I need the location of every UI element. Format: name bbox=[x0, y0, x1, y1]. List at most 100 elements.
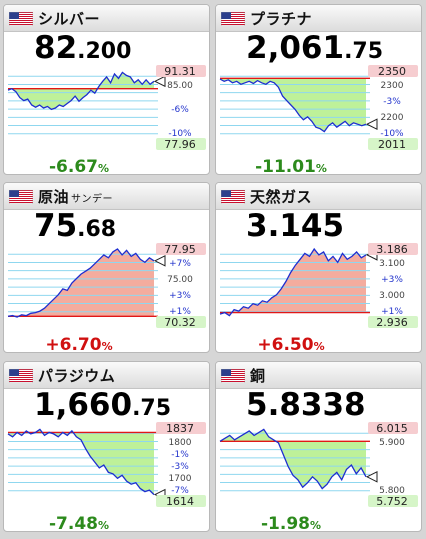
price-line bbox=[7, 71, 155, 111]
side-label: 3.100 bbox=[379, 259, 405, 269]
high-label-bg bbox=[368, 243, 418, 255]
price-line bbox=[219, 247, 367, 317]
change-percent: -1.98% bbox=[260, 514, 322, 532]
price-chart: 2350 2011 2300 -3% 2200 -10% bbox=[219, 65, 418, 151]
commodity-name: パラジウム bbox=[38, 367, 116, 385]
change-area bbox=[220, 78, 366, 132]
current-price-marker bbox=[365, 118, 378, 131]
side-label: 5.900 bbox=[379, 438, 405, 448]
price-chart: 6.015 5.752 5.900 5.800 bbox=[219, 422, 418, 508]
us-flag-icon bbox=[221, 12, 245, 26]
change-percent: +6.70% bbox=[45, 335, 113, 353]
change-percent: -11.01% bbox=[255, 157, 327, 175]
side-label: -3% bbox=[171, 462, 189, 472]
price-chart: 91.31 77.96 85.00 -6% -10% bbox=[7, 65, 206, 151]
side-label: -3% bbox=[383, 97, 401, 107]
high-label-bg bbox=[368, 422, 418, 434]
us-flag-icon bbox=[9, 190, 33, 204]
high-label: 3.186 bbox=[376, 243, 408, 256]
side-label: +3% bbox=[169, 291, 191, 301]
current-price: 82.200 bbox=[34, 30, 132, 66]
price-line bbox=[219, 428, 367, 490]
low-label-bg bbox=[156, 495, 206, 507]
current-price: 75.68 bbox=[34, 208, 117, 244]
quote-card-silver[interactable]: シルバー 82.200 91.31 77.96 85.00 -6% -10% -6.67… bbox=[3, 4, 210, 175]
side-label: +7% bbox=[169, 259, 191, 269]
side-label: -7% bbox=[171, 486, 189, 496]
low-label: 70.32 bbox=[164, 316, 196, 329]
card-header: シルバー bbox=[4, 5, 209, 32]
price-chart: 3.186 2.936 3.100 +3% 3.000 +1% bbox=[219, 243, 418, 329]
commodity-name: プラチナ bbox=[250, 10, 313, 28]
price-chart: 1837 1614 1800 -1% -3% 1700 -7% bbox=[7, 422, 206, 508]
commodity-name: シルバー bbox=[38, 10, 101, 28]
side-label: 5.800 bbox=[379, 486, 405, 496]
low-label: 2.936 bbox=[376, 316, 408, 329]
high-label-bg bbox=[156, 422, 206, 434]
card-header: プラチナ bbox=[216, 5, 421, 32]
side-label: -10% bbox=[380, 129, 404, 139]
high-label-bg bbox=[368, 65, 418, 77]
price-line bbox=[219, 78, 367, 133]
high-label: 6.015 bbox=[376, 422, 408, 435]
quote-card-crude-oil[interactable]: 原油 サンデー 75.68 77.95 70.32 +7% 75.00 +3% +1% +6… bbox=[3, 182, 210, 353]
current-price-marker bbox=[365, 470, 378, 483]
low-label: 77.96 bbox=[164, 138, 196, 151]
card-header: 銅 bbox=[216, 362, 421, 389]
change-percent: -6.67% bbox=[48, 157, 110, 175]
side-label: 2300 bbox=[381, 81, 404, 91]
high-label-bg bbox=[156, 65, 206, 77]
price-line bbox=[7, 248, 155, 318]
side-label: -1% bbox=[171, 450, 189, 460]
current-price: 3.145 bbox=[246, 208, 345, 244]
low-label-bg bbox=[368, 316, 418, 328]
current-price: 1,660.75 bbox=[34, 387, 172, 423]
quote-card-platinum[interactable]: プラチナ 2,061.75 2350 2011 2300 -3% 2200 -10% -1… bbox=[215, 4, 422, 175]
side-label: +1% bbox=[381, 307, 403, 317]
card-header: 天然ガス bbox=[216, 183, 421, 210]
side-label: 75.00 bbox=[167, 275, 193, 285]
card-header: 原油 サンデー bbox=[4, 183, 209, 210]
side-label: 2200 bbox=[381, 113, 404, 123]
price-line bbox=[7, 428, 155, 496]
side-label: -10% bbox=[168, 129, 192, 139]
us-flag-icon bbox=[221, 190, 245, 204]
low-label: 5.752 bbox=[376, 495, 408, 508]
card-header: パラジウム bbox=[4, 362, 209, 389]
high-label: 77.95 bbox=[164, 243, 196, 256]
current-price-marker bbox=[153, 254, 166, 267]
high-label: 2350 bbox=[378, 65, 406, 78]
quote-card-copper[interactable]: 銅 5.8338 6.015 5.752 5.900 5.800 -1.98% bbox=[215, 361, 422, 532]
side-label: +1% bbox=[169, 307, 191, 317]
current-price-marker bbox=[153, 75, 166, 88]
side-label: 85.00 bbox=[167, 81, 193, 91]
change-area bbox=[8, 429, 154, 495]
high-label-bg bbox=[156, 243, 206, 255]
low-label-bg bbox=[368, 138, 418, 150]
low-label: 1614 bbox=[166, 495, 194, 508]
commodity-name: 天然ガス bbox=[250, 188, 313, 206]
low-label: 2011 bbox=[378, 138, 406, 151]
commodity-name: 銅 bbox=[250, 367, 266, 385]
side-label: 3.000 bbox=[379, 291, 405, 301]
side-label: +3% bbox=[381, 275, 403, 285]
change-area bbox=[220, 429, 366, 489]
change-area bbox=[8, 249, 154, 317]
us-flag-icon bbox=[9, 12, 33, 26]
current-price: 5.8338 bbox=[246, 387, 366, 423]
change-percent: +6.50% bbox=[257, 335, 325, 353]
commodity-name: 原油 サンデー bbox=[38, 188, 114, 206]
high-label: 91.31 bbox=[164, 65, 196, 78]
current-price: 2,061.75 bbox=[246, 30, 384, 66]
low-label-bg bbox=[156, 138, 206, 150]
side-label: 1700 bbox=[169, 474, 192, 484]
quote-card-palladium[interactable]: パラジウム 1,660.75 1837 1614 1800 -1% -3% 1700 -7%… bbox=[3, 361, 210, 532]
change-area bbox=[8, 72, 154, 110]
price-chart: 77.95 70.32 +7% 75.00 +3% +1% bbox=[7, 243, 206, 329]
side-label: -6% bbox=[171, 105, 189, 115]
low-label-bg bbox=[368, 495, 418, 507]
quote-card-natural-gas[interactable]: 天然ガス 3.145 3.186 2.936 3.100 +3% 3.000 +1% +6… bbox=[215, 182, 422, 353]
us-flag-icon bbox=[9, 369, 33, 383]
change-percent: -7.48% bbox=[48, 514, 110, 532]
us-flag-icon bbox=[221, 369, 245, 383]
